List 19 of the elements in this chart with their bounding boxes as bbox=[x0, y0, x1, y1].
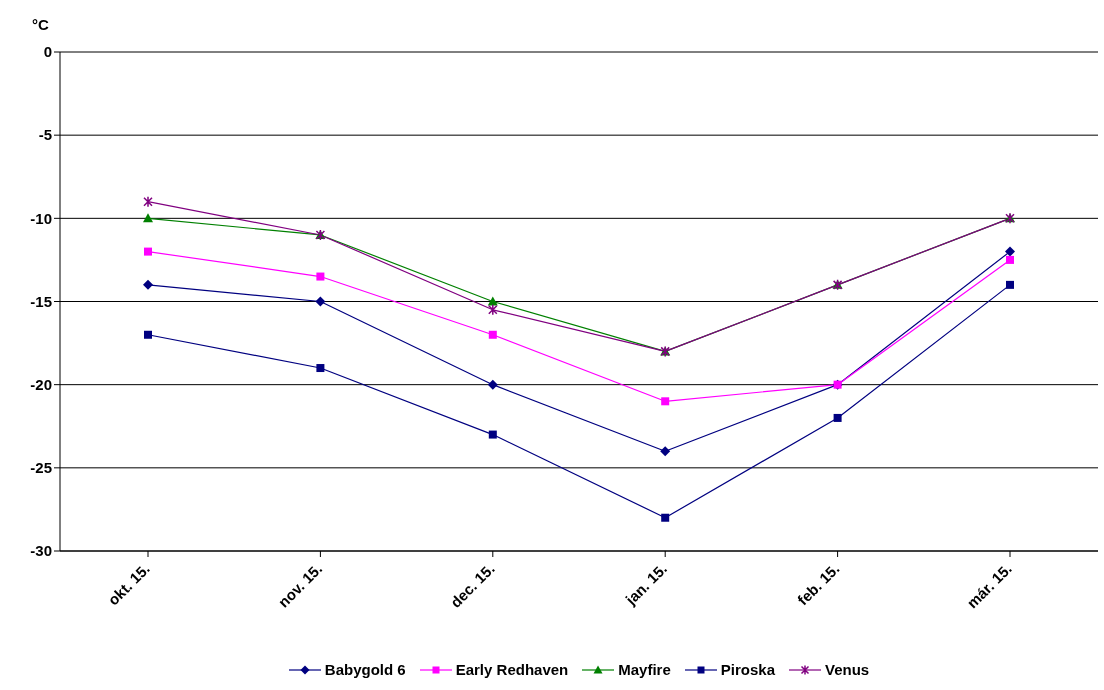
x-tick-label: feb. 15. bbox=[793, 559, 843, 609]
legend-label: Piroska bbox=[720, 661, 775, 678]
y-tick-label: 0 bbox=[43, 43, 52, 61]
x-tick-label: nov. 15. bbox=[274, 559, 326, 611]
x-tick-label: okt. 15. bbox=[104, 559, 153, 609]
y-tick-label: -15 bbox=[30, 292, 52, 310]
legend-label: Mayfire bbox=[618, 661, 671, 678]
legend-label: Early Redhaven bbox=[455, 661, 569, 678]
x-tick-label: már. 15. bbox=[963, 559, 1015, 612]
legend-label: Babygold 6 bbox=[324, 661, 406, 678]
legend-label: Venus bbox=[824, 661, 870, 678]
y-tick-label: -30 bbox=[30, 542, 52, 560]
y-axis-title: °C bbox=[32, 16, 49, 33]
x-tick-label: jan. 15. bbox=[621, 559, 671, 609]
y-tick-label: -25 bbox=[30, 459, 52, 477]
y-tick-label: -5 bbox=[38, 126, 52, 144]
y-tick-label: -20 bbox=[30, 375, 52, 393]
y-tick-label: -10 bbox=[30, 209, 52, 227]
x-tick-label: dec. 15. bbox=[446, 559, 498, 611]
